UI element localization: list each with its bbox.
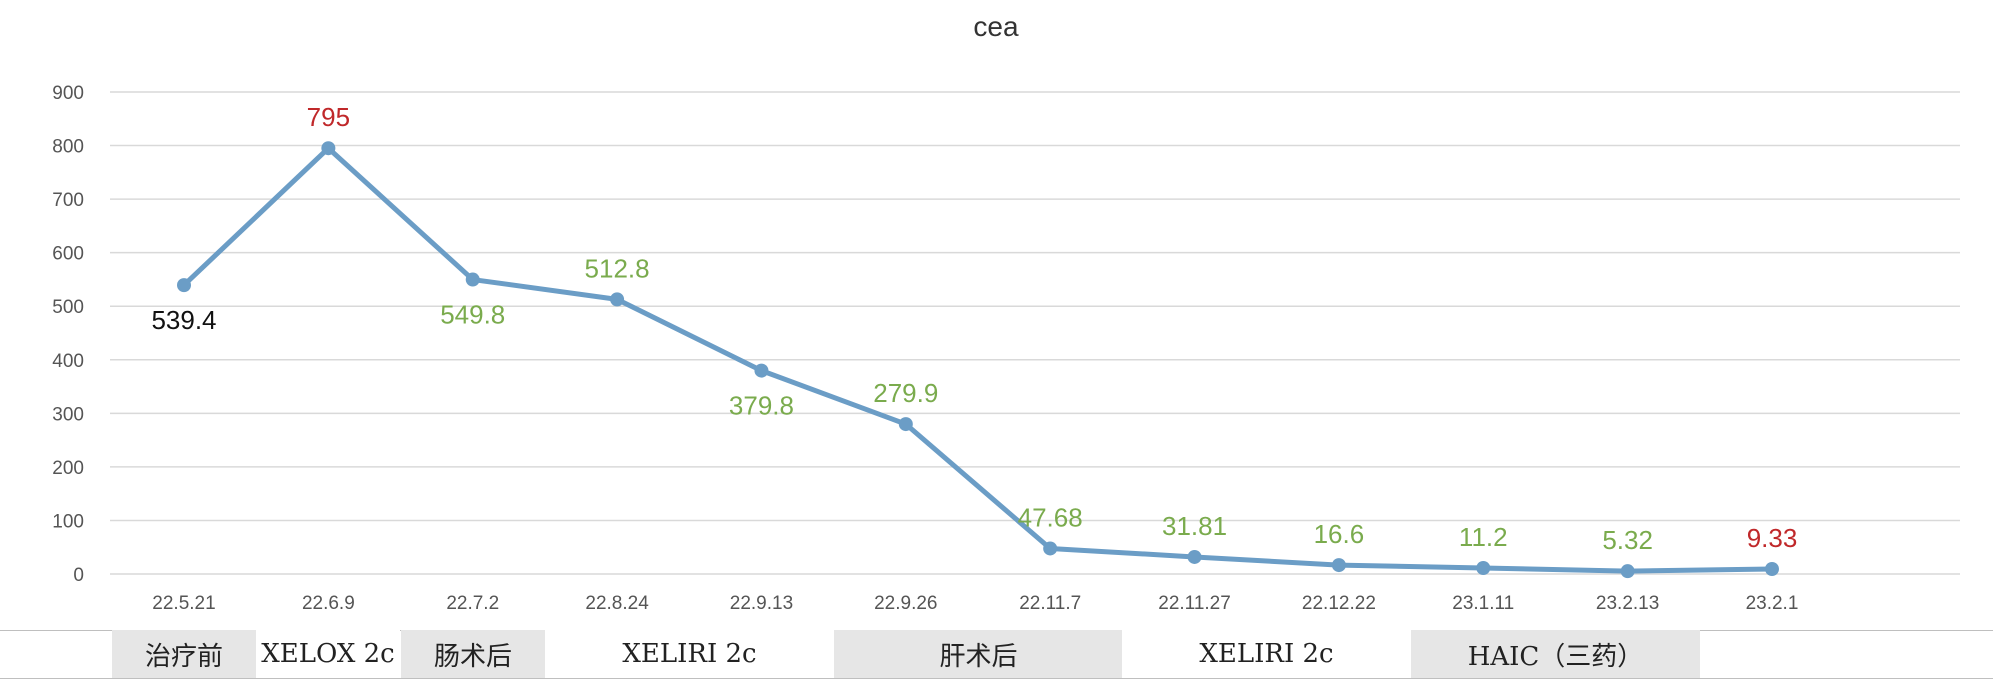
data-label: 539.4	[151, 305, 216, 335]
data-point	[1476, 561, 1491, 576]
data-point	[177, 278, 191, 293]
y-tick-label: 200	[52, 458, 84, 479]
y-tick-label: 800	[52, 137, 84, 158]
series-line	[181, 145, 1775, 574]
data-point	[321, 141, 336, 156]
data-point	[610, 292, 625, 307]
x-tick-label: 22.9.26	[874, 593, 937, 614]
data-label: 512.8	[585, 253, 650, 283]
data-point	[1043, 541, 1058, 556]
y-tick-label: 500	[52, 297, 84, 318]
data-label: 9.33	[1747, 523, 1798, 553]
gridlines	[110, 91, 1960, 575]
x-tick-label: 22.9.13	[730, 593, 793, 614]
data-label: 279.9	[873, 378, 938, 408]
x-tick-label: 22.11.7	[1019, 593, 1081, 614]
data-label: 795	[307, 102, 350, 132]
x-tick-label: 22.7.2	[446, 593, 499, 614]
y-axis-tick-labels: 0 100 200 300 400 500 600 700 800 900	[52, 83, 84, 586]
chart-title: cea	[973, 11, 1019, 42]
data-point	[1620, 564, 1635, 579]
data-point	[754, 363, 769, 378]
y-tick-label: 400	[52, 351, 84, 372]
data-label: 379.8	[729, 391, 794, 421]
data-labels: 539.4 795 549.8 512.8 379.8 279.9 47.68 31.81 16…	[151, 102, 1797, 555]
data-label: 11.2	[1459, 522, 1508, 552]
data-label: 16.6	[1314, 519, 1365, 549]
series-group	[177, 141, 1779, 579]
data-point	[1331, 558, 1346, 573]
x-tick-label: 22.6.9	[302, 593, 355, 614]
y-tick-label: 600	[52, 244, 84, 265]
y-tick-label: 0	[73, 565, 84, 586]
x-tick-label: 23.2.13	[1596, 593, 1659, 614]
data-point	[1765, 562, 1779, 577]
data-label: 47.68	[1018, 502, 1083, 532]
y-tick-label: 300	[52, 404, 84, 425]
x-tick-label: 23.2.1	[1746, 593, 1799, 614]
y-tick-label: 100	[52, 511, 84, 532]
data-point	[1187, 549, 1202, 564]
data-point	[898, 417, 913, 432]
x-axis-tick-labels: 22.5.21 22.6.9 22.7.2 22.8.24 22.9.13 22.9.26…	[152, 593, 1798, 614]
data-label: 5.32	[1602, 525, 1653, 555]
x-tick-label: 22.11.27	[1158, 593, 1231, 614]
x-tick-label: 23.1.11	[1452, 593, 1514, 614]
x-tick-label: 22.5.21	[152, 593, 215, 614]
x-tick-label: 22.8.24	[585, 593, 649, 614]
y-tick-label: 900	[52, 83, 84, 104]
data-label: 549.8	[440, 300, 505, 330]
data-point	[465, 272, 480, 287]
x-tick-label: 22.12.22	[1302, 593, 1376, 614]
data-label: 31.81	[1162, 511, 1227, 541]
y-tick-label: 700	[52, 190, 84, 211]
